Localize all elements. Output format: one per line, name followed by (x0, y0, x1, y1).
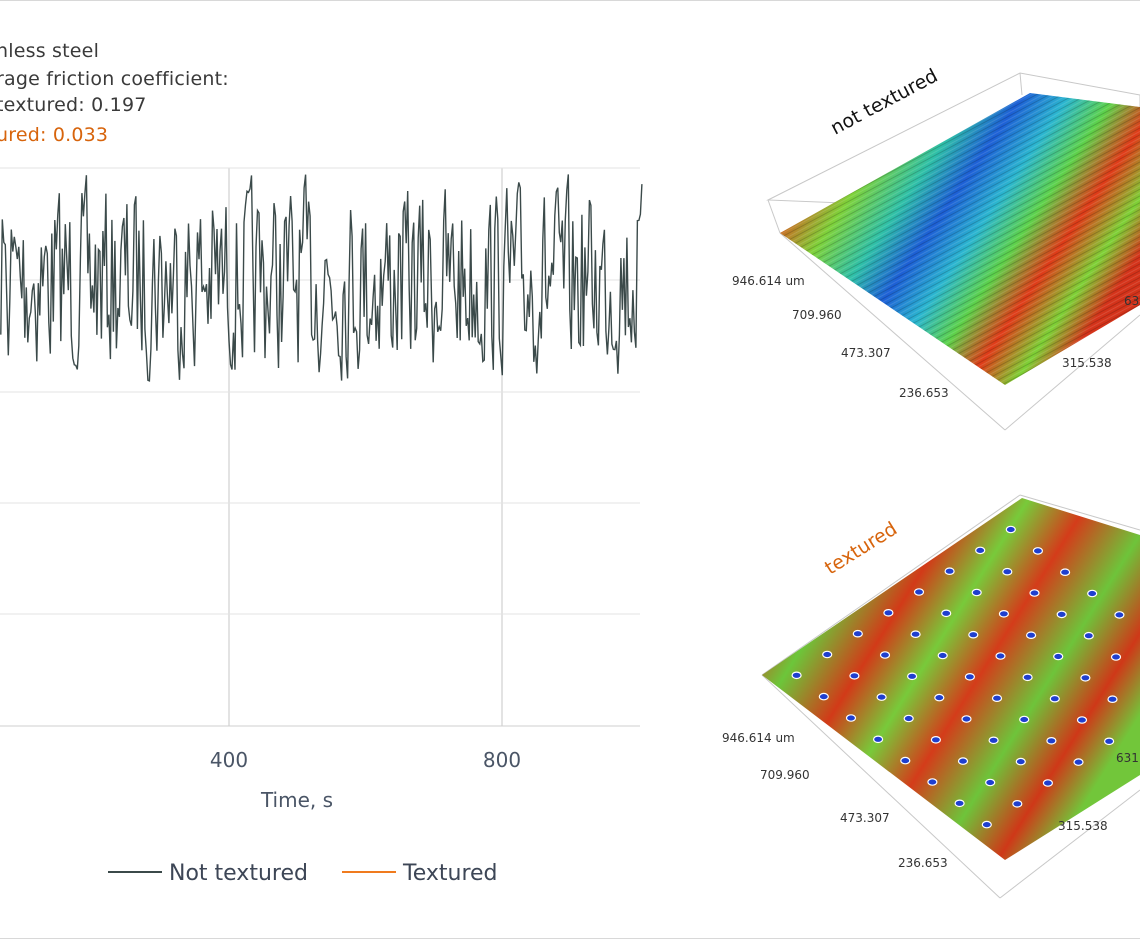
chart-grid (0, 167, 640, 727)
dimple-mark (1110, 653, 1122, 661)
dimple-mark (1019, 715, 1030, 724)
dimple-mark (927, 778, 938, 786)
x-tick-label: 800 (483, 748, 521, 772)
dimple-mark (998, 610, 1009, 618)
surface-tick: 473.307 (840, 811, 890, 825)
chart-lines (0, 174, 643, 382)
dimple-mark (968, 630, 979, 639)
dimple-mark (1015, 757, 1026, 766)
dimple-mark (1026, 631, 1037, 640)
surface-tick: 63 (1124, 294, 1139, 308)
dimple-mark (883, 609, 894, 617)
surface-tick: 709.960 (792, 308, 842, 322)
dimple-mark (1083, 631, 1094, 640)
dimple-mark (1046, 737, 1057, 745)
dimple-mark (852, 629, 863, 638)
surface-tick: 236.653 (899, 386, 949, 400)
dimple-mark (910, 630, 921, 639)
dimple-mark (991, 694, 1003, 703)
dimple-mark (1002, 567, 1013, 576)
surface-label-textured: textured (821, 518, 901, 579)
dimple-mark (937, 651, 948, 660)
dimple-mark (934, 693, 945, 702)
frame-top-line (0, 0, 1140, 1)
surface-tick: 473.307 (841, 346, 891, 360)
dimple-mark (1056, 610, 1067, 619)
dimple-mark (822, 650, 833, 659)
surface-label-not-textured: not textured (827, 65, 941, 140)
surface-tick: 709.960 (760, 768, 810, 782)
dimple-mark (818, 692, 829, 701)
dimple-mark (957, 757, 969, 765)
dimple-mark (985, 778, 996, 787)
annotation-textured: ured: 0.033 (0, 124, 109, 146)
dimple-mark (1107, 695, 1118, 704)
dimple-mark (907, 672, 918, 681)
dimple-mark (961, 715, 972, 723)
friction-chart: 400 800 Time, s Not textured Textured (0, 167, 643, 886)
dimple-mark (1012, 799, 1023, 808)
surface-tick: 315.538 (1058, 819, 1108, 833)
surface-tick: 315.538 (1062, 356, 1112, 370)
dimple-mark (930, 736, 941, 744)
series-line-not-textured (0, 174, 643, 382)
dimple-mark (1076, 716, 1088, 724)
surface-dimples (791, 525, 1125, 829)
dimple-mark (1087, 589, 1098, 598)
dimple-mark (1114, 611, 1125, 619)
chart-legend[interactable]: Not textured Textured (108, 861, 498, 886)
surface-height-map (762, 498, 1140, 860)
dimple-mark (964, 673, 975, 681)
dimple-mark (995, 652, 1006, 660)
dimple-mark (1049, 694, 1060, 703)
legend-label-not-textured[interactable]: Not textured (169, 861, 308, 886)
annotation-not-textured: textured: 0.197 (0, 94, 147, 116)
dimple-mark (1060, 568, 1071, 577)
x-axis-title: Time, s (260, 788, 333, 812)
surface-tick: 236.653 (898, 856, 948, 870)
surface-box (761, 494, 1140, 899)
surface-tick: 946.614 um (722, 731, 795, 745)
dimple-mark (1005, 525, 1016, 534)
dimple-mark (913, 588, 925, 596)
x-tick-label: 400 (210, 748, 248, 772)
dimple-mark (1042, 779, 1053, 787)
dimple-mark (975, 546, 986, 555)
surface-tick: 631 (1116, 751, 1139, 765)
dimple-mark (941, 609, 952, 618)
surface-tick: 946.614 um (732, 274, 805, 288)
dimple-mark (981, 820, 992, 829)
legend-label-textured[interactable]: Textured (402, 861, 498, 886)
dimple-mark (903, 714, 914, 723)
dimple-mark (849, 672, 860, 680)
dimple-mark (900, 756, 911, 765)
surface-plot-not-textured: not textured 946.614 um 709.960 473.307 … (732, 65, 1140, 431)
dimple-mark (873, 735, 884, 744)
dimple-mark (1080, 674, 1091, 682)
dimple-mark (971, 588, 982, 597)
dimple-mark (879, 651, 891, 659)
dimple-mark (1032, 547, 1043, 555)
dimple-mark (954, 799, 965, 808)
frame-bottom-line (0, 938, 1140, 939)
surface-plot-textured: textured 946.614 um 709.960 473.307 236.… (722, 494, 1140, 899)
dimple-mark (1022, 673, 1033, 682)
dimple-mark (791, 671, 802, 680)
dimple-mark (1029, 589, 1040, 597)
dimple-mark (1053, 652, 1064, 661)
dimple-mark (944, 567, 955, 576)
dimple-mark (845, 714, 857, 722)
annotation-heading: rage friction coefficient: (0, 68, 229, 90)
dimple-mark (1073, 758, 1084, 766)
dimple-mark (988, 736, 999, 745)
dimple-mark (1104, 737, 1115, 746)
chart-x-ticks: 400 800 (210, 748, 521, 772)
dimple-mark (876, 693, 887, 701)
annotation-material: nless steel (0, 40, 100, 62)
